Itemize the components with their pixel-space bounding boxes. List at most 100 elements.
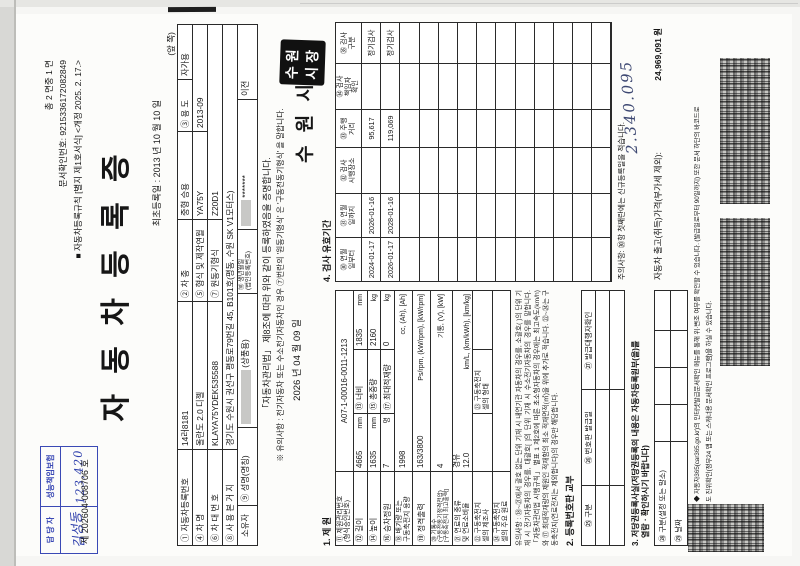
width-label: ⑬ 너비	[353, 349, 367, 413]
inspection-table: ㉚ 연월 일부터 ㉛ 연월 일까지 ㉜ 검사 시행장소 ㉝ 주행 거리 ㉞ 검사 책임자 확인 ㉟ 검…	[335, 22, 613, 282]
plate-col3-header: ㉗ 발급대행자확인	[584, 311, 594, 370]
fuel-value: 경유 12.0 km/L, (km/kWh), [km/kg]	[453, 294, 472, 468]
registration-certificate-document: 총 2 면중 1 면 문서확인번호: 9215336172082849 ■ 자동…	[16, 14, 792, 556]
issue-date: 2026 년 04 월 09 일	[292, 319, 303, 401]
right-column: 4. 검사 유효기간 ㉚ 연월 일부터 ㉛ 연월 일까지 ㉜ 검사 시행장소 ㉝ 주행 거리 ㉞…	[322, 22, 688, 282]
battery-form-value	[473, 291, 492, 349]
use-value: 자가용	[180, 53, 190, 76]
inspection-empty-cell	[457, 193, 478, 237]
inspection-empty-cell	[438, 237, 458, 281]
model-label: ⑤ 형식 및 제작연월	[193, 219, 207, 301]
inspection-empty-cell	[400, 23, 420, 63]
verification-barcode-left	[688, 504, 764, 552]
cylinders-label: ⑳ 기통수 (구동전동기정격전압) [구동축전지 최고출력]	[431, 471, 453, 545]
vin-label: ⑥ 차 대 번 호	[208, 449, 222, 545]
mayor-seal-stamp: 수원 시장	[279, 39, 326, 86]
factory-price-value: 24,969,091 원	[652, 28, 663, 81]
inspection-cell: 정기검사	[362, 23, 382, 63]
width-value: 1835 mm	[354, 294, 364, 346]
inspection-empty-cell	[438, 109, 458, 147]
engine-type-label: ⑦ 원동기형식	[208, 219, 222, 301]
plate-col1-header: ㉕ 구분	[582, 485, 596, 545]
scanner-edge-left	[0, 0, 15, 566]
height-value: 1635 mm	[367, 413, 381, 471]
inspection-section-title: 4. 검사 유효기간	[322, 219, 332, 282]
spec-notice-text: 유의사항 : ⑱~㉑에서 괄호 없는 단위 기재 시 내연기관 자동차의 경우를…	[516, 290, 560, 546]
battery-maker-value	[473, 413, 493, 471]
inspection-empty-cell	[592, 237, 612, 281]
reg-no-label: ① 자동차등록번호	[178, 449, 192, 545]
inspection-empty-cell	[438, 193, 458, 237]
inspection-empty-cell	[573, 63, 593, 109]
inspection-empty-cell	[419, 147, 439, 193]
inspection-empty-cell	[496, 237, 516, 281]
inspection-empty-cell	[573, 147, 593, 193]
page-count: 총 2 면중 1 면	[44, 60, 54, 111]
fuel-label: ㉑ 연료의 종류 및 연료소비율	[453, 471, 473, 545]
model-value: YA75Y	[193, 131, 207, 219]
inspection-column-header: ㉚ 연월 일부터	[336, 237, 362, 281]
certification-note: ※ 유의사항 : 전기자동차 또는 수소전기자동차인 경우 ⑦번란의 '원동기형…	[276, 108, 285, 462]
birth-date-label: ⑩ 생년월일 (법인등록번호)	[238, 229, 257, 293]
mortgage-row1-label: ㉘ 구분(설정 또는 말소)	[654, 441, 670, 545]
base-address-label: ⑧ 사 용 본 거 지	[223, 449, 237, 545]
battery-form-label: ㉓ 구동축전지 셀의 형태	[473, 349, 493, 413]
type-label: ② 차 종	[178, 219, 192, 301]
inspection-empty-cell	[477, 193, 497, 237]
inspection-empty-cell	[400, 63, 420, 109]
front-side-marker: (앞 쪽)	[166, 32, 176, 56]
redaction-mask	[240, 200, 251, 226]
engine-type-value: Z20D1	[210, 191, 220, 216]
inspection-empty-cell	[553, 23, 574, 63]
weight-value: 2160 kg	[368, 294, 378, 346]
seating-label: ⑯ 승차정원	[381, 471, 395, 545]
inspection-empty-cell	[534, 23, 554, 63]
inspection-empty-cell	[438, 63, 458, 109]
inspection-empty-cell	[438, 23, 458, 63]
inspection-empty-cell	[477, 109, 497, 147]
inspection-empty-cell	[534, 237, 554, 281]
inspection-cell	[381, 63, 401, 109]
certificate-serial-number: 제 202604-008706 호	[80, 459, 90, 544]
vin-value: KLAYA75YDEK535588	[208, 301, 222, 449]
inspection-empty-cell	[477, 63, 497, 109]
mortgage-row2-label: ㉙ 날짜	[670, 441, 687, 545]
table-row: ④ 차 명 올란도 2.0 디젤 ⑤ 형식 및 제작연월 YA75Y 2013-…	[193, 25, 208, 545]
owner-name-note: (상품용)	[240, 339, 250, 368]
base-address-value: 경기도 수원시 권선구 평동로79번길 45, B101호(평동, 수원 SK …	[225, 190, 235, 446]
inspection-empty-cell	[419, 109, 439, 147]
inspection-cell: 2024-01-17	[362, 237, 382, 281]
owner-name-value: (상품용)	[238, 293, 257, 427]
inspection-empty-cell	[553, 109, 574, 147]
inspection-empty-cell	[438, 147, 458, 193]
inspection-empty-cell	[515, 23, 535, 63]
inspection-empty-cell	[534, 193, 554, 237]
birth-date-value: *******	[238, 99, 257, 229]
table-row: ⑥ 차 대 번 호 KLAYA75YDEK535588 ⑦ 원동기형식 Z20D…	[208, 25, 223, 545]
inspection-cell: 95,617	[362, 109, 382, 147]
spec-mgmt-value: A07-1-00016-0011-1213	[339, 338, 349, 424]
inspection-cell	[362, 63, 382, 109]
inspection-empty-cell	[419, 193, 439, 237]
inspection-column-header: ㉟ 검사 구분	[336, 23, 362, 63]
verification-barcode-middle	[720, 218, 770, 366]
inspection-empty-cell	[496, 23, 516, 63]
inspection-empty-cell	[573, 23, 593, 63]
inspection-empty-cell	[496, 63, 516, 109]
battery-material-label: ㉔ 구동축전지 셀의 주요 원료	[493, 471, 511, 545]
verification-footer-line2: 도 진위확인(정부24 앱 또는 스캐너용 문서확인 프로그램)을 하실 수 있…	[706, 300, 713, 502]
document-title: 자 동 차 등 록 증	[100, 148, 133, 422]
reg-no-value: 14러8181	[178, 301, 192, 449]
inspection-empty-cell	[515, 63, 535, 109]
inspection-cell	[362, 147, 382, 193]
document-header-meta: 총 2 면중 1 면 문서확인번호: 9215336172082849 ■ 자동…	[42, 60, 85, 259]
paper-edge-seam	[14, 0, 16, 566]
factory-price-label: 자동차 출고(취득)가격(부가세 제외):	[652, 152, 663, 280]
mortgage-table: ㉘ 구분(설정 또는 말소) ㉙ 날짜	[653, 290, 688, 546]
cylinders-value: 4 기통, (V), [kW]	[436, 294, 446, 468]
inspection-cell: 2026-01-16	[362, 193, 382, 237]
insurance-label: 성능책임보험	[41, 447, 61, 507]
inspection-empty-cell	[592, 23, 612, 63]
inspection-empty-cell	[553, 63, 574, 109]
